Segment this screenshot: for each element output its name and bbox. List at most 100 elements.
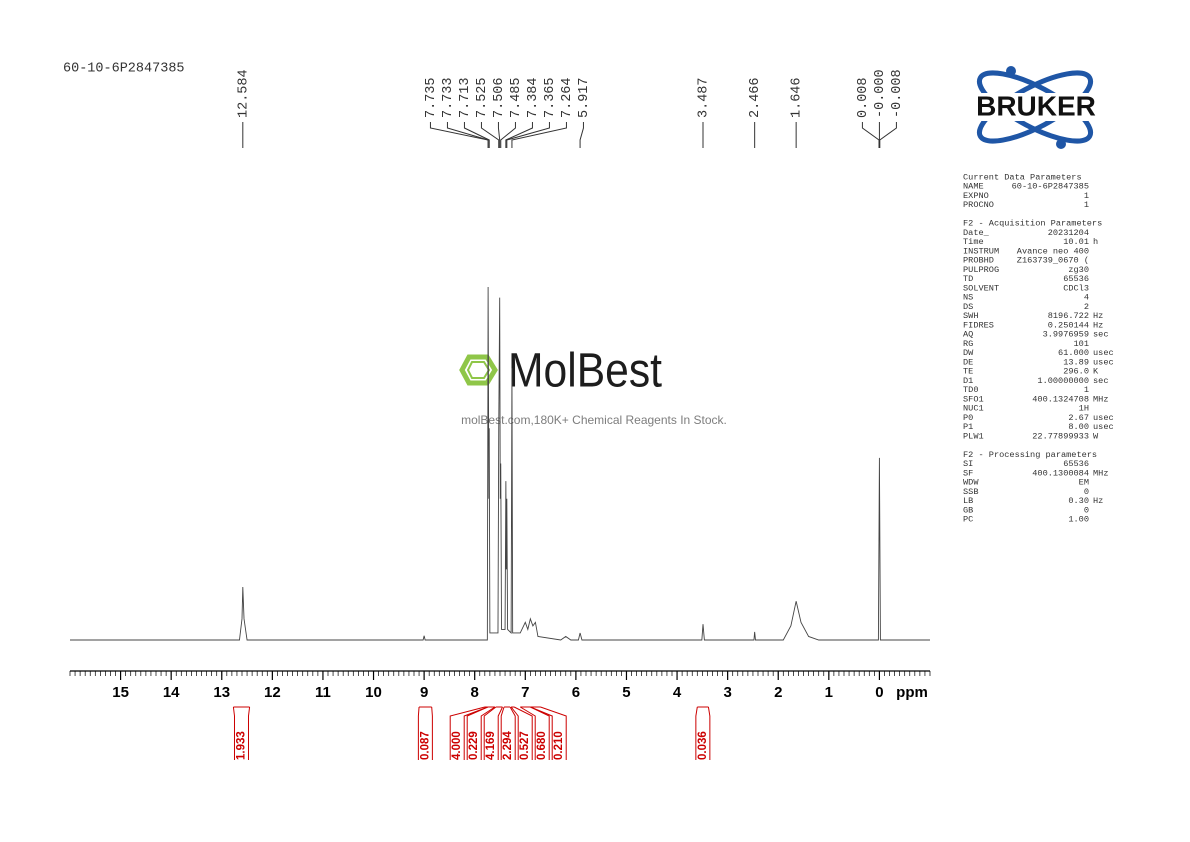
integral-bracket (466, 706, 496, 760)
param-value: 4 (1084, 293, 1089, 303)
param-value: 2.67 (1068, 413, 1089, 423)
integral-bracket (483, 706, 503, 760)
param-key: PLW1 (963, 431, 984, 441)
x-tick-label: 14 (163, 684, 180, 701)
param-key: PULPROG (963, 265, 999, 275)
param-value: 22.77899933 (1032, 431, 1089, 441)
sample-title: 60-10-6P2847385 (63, 62, 185, 77)
param-value: 61.000 (1058, 348, 1089, 358)
peak-marker (505, 122, 533, 148)
param-value: 0.250144 (1048, 320, 1089, 330)
peak-label: 7.384 (526, 77, 541, 118)
param-unit: usec (1093, 357, 1114, 367)
minor-ticks (69, 671, 931, 676)
integral-label: 1.933 (236, 731, 248, 760)
param-unit: sec (1093, 376, 1108, 386)
peak-marker (579, 122, 584, 148)
param-value: 1H (1079, 404, 1089, 414)
bruker-logo: BRUKER (957, 66, 1115, 149)
param-value: 0 (1084, 505, 1089, 515)
logo-dot (1006, 66, 1016, 76)
param-key: FIDRES (963, 320, 994, 330)
param-key: DE (963, 357, 973, 367)
param-key: EXPNO (963, 191, 989, 201)
integral-bracket (500, 706, 516, 760)
param-key: NUC1 (963, 404, 984, 414)
param-unit: K (1093, 367, 1099, 377)
param-value: 1 (1084, 200, 1089, 210)
peak-label: 7.485 (509, 77, 524, 118)
peak-label: 2.466 (748, 77, 763, 118)
param-key: PC (963, 515, 973, 525)
param-unit: W (1093, 431, 1099, 441)
peak-label: -0.000 (873, 69, 888, 118)
param-key: Time (963, 237, 984, 247)
param-key: LB (963, 496, 973, 506)
x-tick-label: 15 (112, 684, 129, 701)
param-key: SOLVENT (963, 283, 999, 293)
param-key: P1 (963, 422, 973, 432)
param-unit: Hz (1093, 320, 1103, 330)
param-key: DS (963, 302, 973, 312)
param-unit: usec (1093, 413, 1114, 423)
param-unit: usec (1093, 422, 1114, 432)
param-key: Date_ (963, 228, 990, 238)
param-value: 0 (1084, 487, 1089, 497)
param-key: TD0 (963, 385, 978, 395)
integral-label: 2.294 (502, 731, 514, 760)
integral-bracket (417, 706, 433, 760)
param-value: 3.9976959 (1043, 330, 1089, 340)
param-value: 65536 (1063, 459, 1089, 469)
x-tick-label: 3 (723, 684, 731, 701)
x-tick-label: 5 (622, 684, 630, 701)
integral-label: 0.210 (553, 731, 565, 760)
watermark-icon (466, 361, 491, 379)
watermark-icon (459, 354, 498, 386)
param-key: PROBHD (963, 256, 994, 266)
watermark-tagline: molBest.com,180K+ Chemical Reagents In S… (461, 413, 727, 427)
param-value: 1.00000000 (1037, 376, 1089, 386)
param-value: 400.1300084 (1032, 468, 1089, 478)
param-key: SSB (963, 487, 978, 497)
param-value: 10.01 (1063, 237, 1089, 247)
param-unit: Hz (1093, 496, 1103, 506)
param-value: Z163739_0670 ( (1017, 256, 1089, 266)
x-tick-label: 4 (673, 684, 682, 701)
param-value: 400.1324708 (1032, 394, 1089, 404)
param-key: WDW (963, 478, 979, 488)
peak-label: 7.735 (424, 77, 439, 118)
peak-marker (497, 122, 501, 148)
logo-orbit (976, 70, 1094, 144)
param-value: 20231204 (1048, 228, 1089, 238)
x-tick-label: 9 (420, 684, 428, 701)
param-key: SWH (963, 311, 978, 321)
param-value: 60-10-6P2847385 (1012, 182, 1089, 192)
param-key: INSTRUM (963, 246, 999, 256)
param-unit: sec (1093, 330, 1108, 340)
x-tick-label: 6 (572, 684, 580, 701)
param-key: NS (963, 293, 973, 303)
peak-label: 1.646 (790, 77, 805, 118)
logo-backdrop (957, 93, 1115, 121)
param-value: 1 (1084, 385, 1089, 395)
param-key: SF (963, 468, 973, 478)
x-axis-label: ppm (896, 684, 928, 701)
param-value: 13.89 (1063, 357, 1089, 367)
peak-label: 3.487 (697, 77, 712, 118)
integral-label: 4.169 (485, 731, 497, 760)
integral-bracket (510, 706, 533, 760)
param-key: RG (963, 339, 973, 349)
param-value: 296.0 (1063, 367, 1089, 377)
peak-label: 7.264 (560, 77, 575, 118)
param-unit: usec (1093, 348, 1114, 358)
x-tick-label: 1 (825, 684, 833, 701)
param-unit: h (1093, 237, 1098, 247)
param-key: PROCNO (963, 200, 994, 210)
param-section-title: Current Data Parameters (963, 172, 1082, 182)
x-tick-label: 2 (774, 684, 782, 701)
param-key: GB (963, 505, 973, 515)
param-key: SFO1 (963, 394, 984, 404)
x-tick-label: 13 (213, 684, 230, 701)
peak-label: 12.584 (236, 69, 251, 118)
peak-marker (480, 122, 500, 148)
